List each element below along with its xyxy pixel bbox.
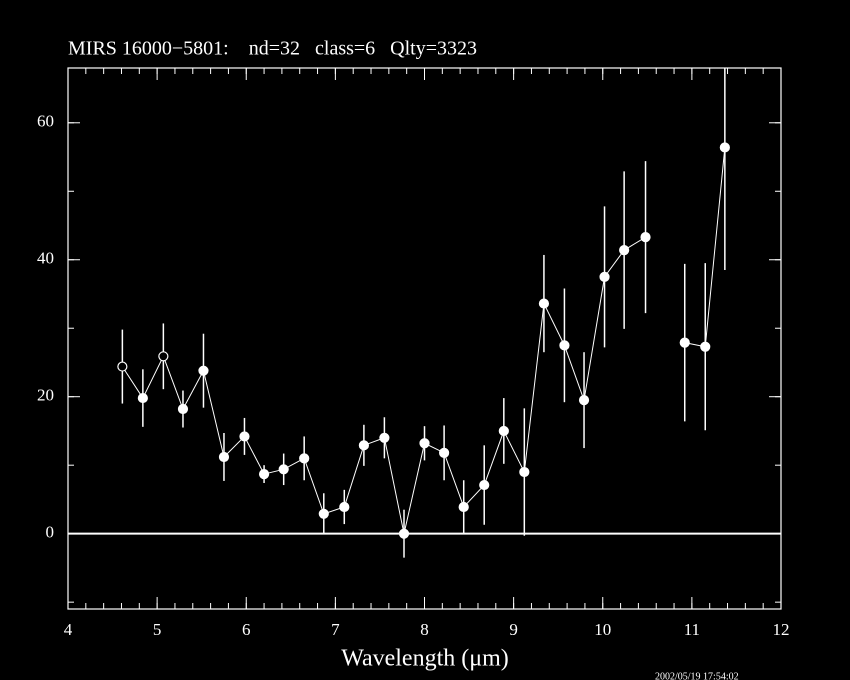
data-point <box>339 501 350 513</box>
data-point <box>299 453 310 464</box>
y-tick-label: 60 <box>37 112 54 131</box>
data-point <box>198 365 209 376</box>
data-point <box>318 508 329 519</box>
plot-frame <box>67 67 782 610</box>
data-line <box>121 236 646 534</box>
data-point <box>117 361 128 372</box>
data-point <box>538 298 550 309</box>
data-point <box>619 245 630 256</box>
x-tick-label: 11 <box>684 620 700 639</box>
x-axis-label: Wavelength (μm) <box>341 646 509 672</box>
x-tick-label: 7 <box>331 620 340 639</box>
x-tick-label: 8 <box>420 620 429 639</box>
y-tick-label: 40 <box>37 249 54 268</box>
data-point <box>358 440 369 451</box>
x-tick-label: 9 <box>509 620 518 639</box>
data-point <box>640 232 651 243</box>
y-tick-label: 0 <box>46 523 55 542</box>
x-tick-label: 12 <box>773 620 790 639</box>
y-tick-label: 20 <box>37 386 54 405</box>
x-tick-label: 10 <box>594 620 611 639</box>
x-tick-label: 6 <box>242 620 251 639</box>
data-point <box>258 468 270 480</box>
data-point <box>519 466 530 478</box>
data-point <box>700 341 711 352</box>
data-point <box>439 447 450 458</box>
data-point <box>398 528 410 539</box>
chart-title: MIRS 16000−5801: nd=32 class=6 Qlty=3323 <box>68 38 477 60</box>
data-point <box>218 451 230 463</box>
x-tick-label: 4 <box>64 620 73 639</box>
data-point <box>719 142 730 153</box>
data-point <box>379 432 390 443</box>
timestamp: 2002/05/19 17:54:02 <box>655 671 739 680</box>
data-point <box>419 438 430 449</box>
data-point <box>158 351 169 362</box>
data-point <box>578 395 590 406</box>
x-tick-label: 5 <box>153 620 162 639</box>
data-point <box>679 337 690 348</box>
data-point <box>479 479 490 491</box>
data-point <box>177 403 189 415</box>
data-point <box>239 431 250 442</box>
data-point <box>498 425 509 437</box>
data-point <box>137 392 148 404</box>
data-point <box>559 340 570 351</box>
data-point <box>278 464 289 475</box>
data-point <box>458 501 469 513</box>
data-point <box>599 271 610 282</box>
data-layer <box>117 68 730 558</box>
